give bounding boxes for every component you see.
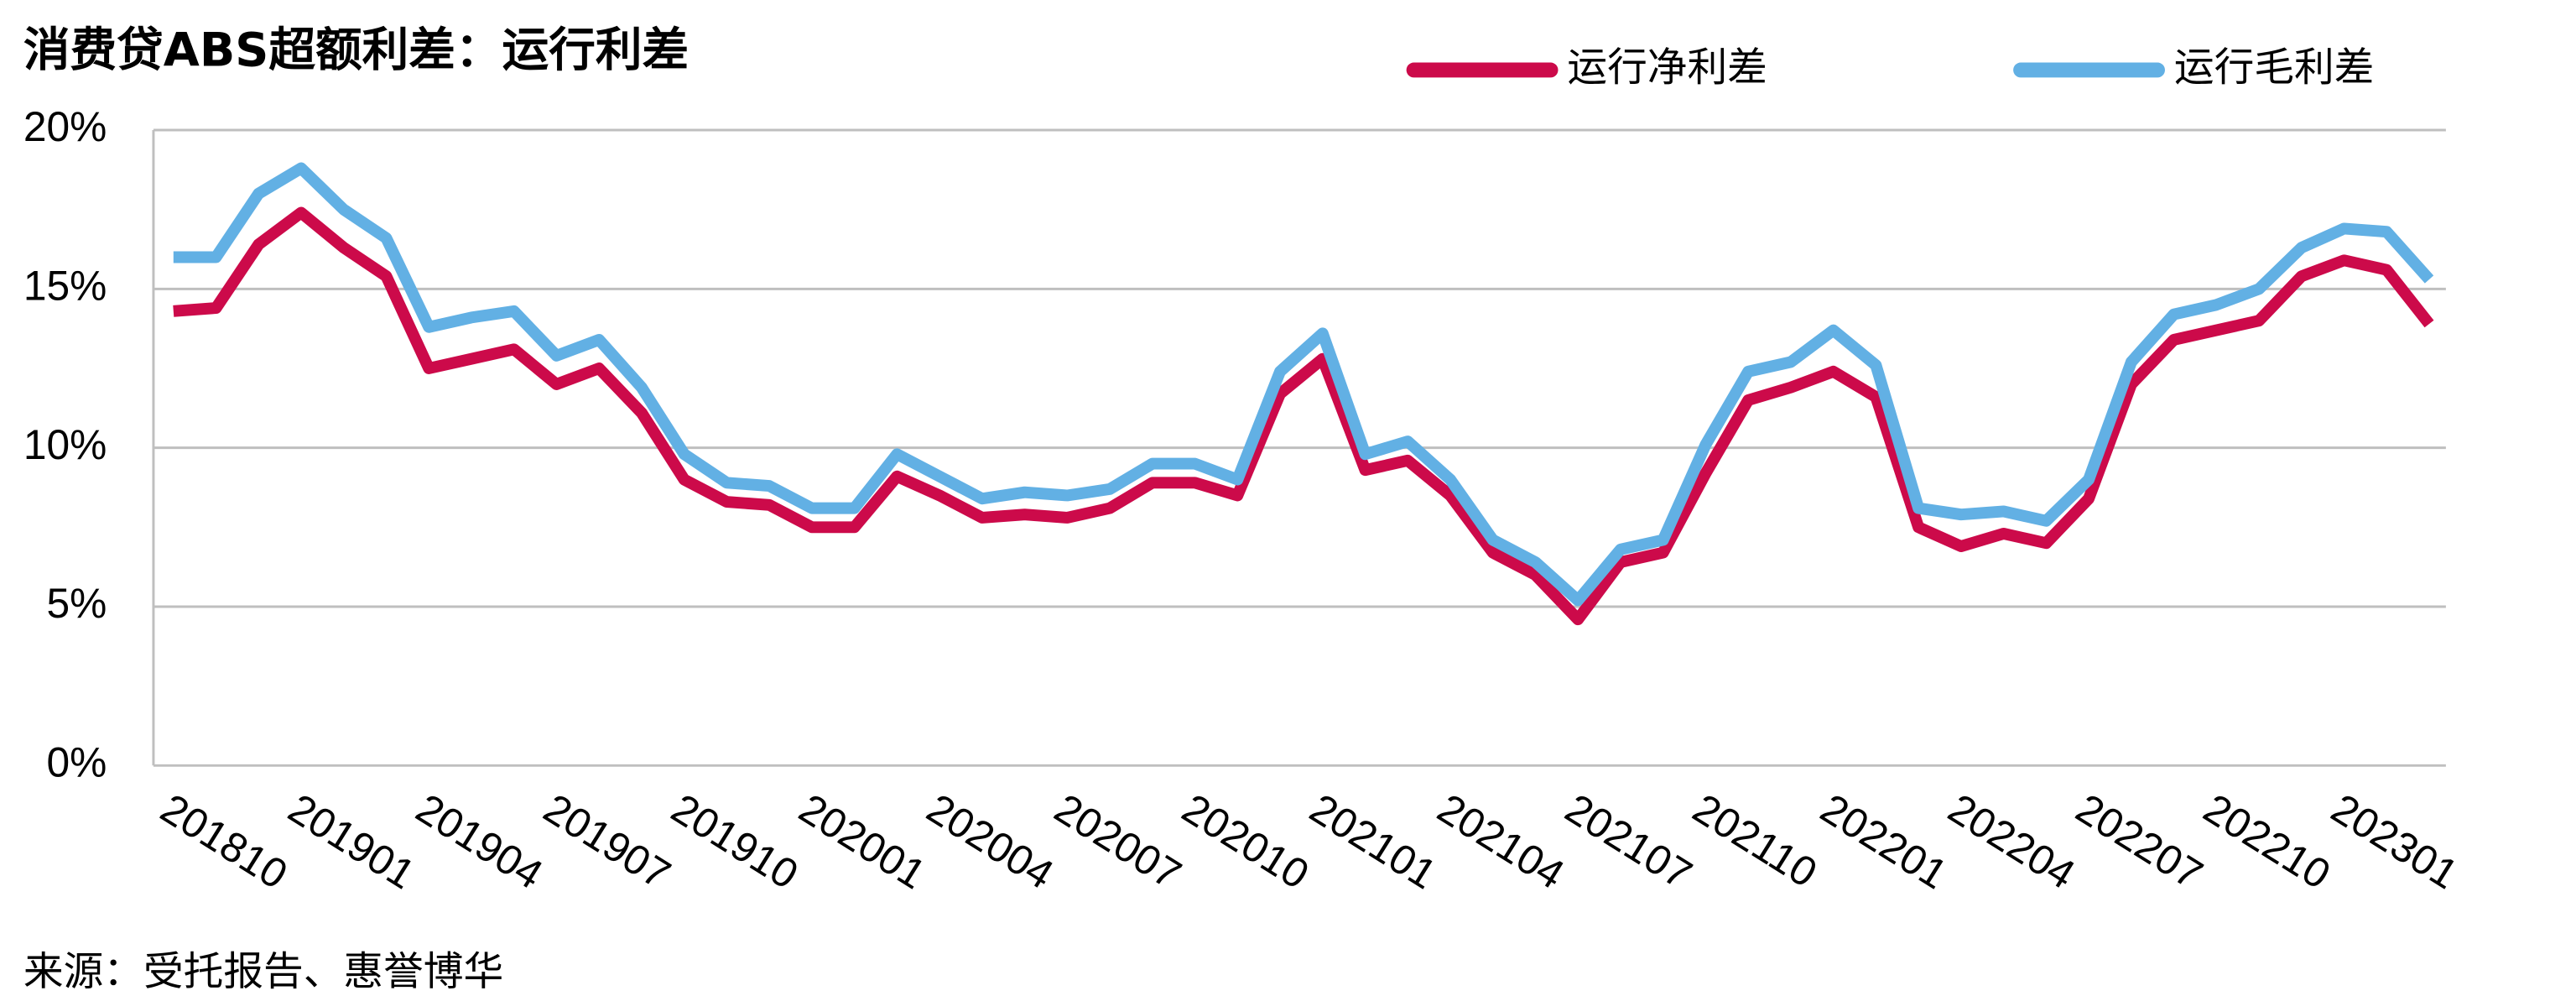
- chart-title: 消费贷ABS超额利差：运行利差: [23, 23, 689, 78]
- x-tick-label: 202004: [919, 785, 1061, 898]
- y-tick-label: 20%: [23, 103, 107, 150]
- x-tick-label: 201810: [153, 785, 295, 898]
- x-tick-label: 202007: [1047, 785, 1189, 898]
- x-tick-label: 202010: [1174, 785, 1317, 898]
- x-tick-label: 202204: [1940, 785, 2083, 898]
- x-tick-label: 202201: [1813, 785, 1955, 898]
- x-tick-label: 202110: [1685, 785, 1825, 896]
- y-tick-label: 15%: [23, 262, 107, 309]
- x-tick-label: 202107: [1558, 785, 1700, 898]
- y-tick-label: 0%: [46, 738, 107, 785]
- legend-label: 运行净利差: [1567, 44, 1767, 91]
- x-tick-label: 201910: [664, 785, 806, 898]
- series-line: [173, 206, 2434, 626]
- x-tick-label: 202104: [1429, 785, 1572, 898]
- series-line: [173, 162, 2434, 607]
- x-tick-label: 202207: [2068, 785, 2210, 898]
- x-tick-label: 201907: [536, 785, 679, 898]
- source-note: 来源：受托报告、惠誉博华: [23, 949, 503, 995]
- x-tick-label: 202101: [1302, 785, 1444, 898]
- legend-label: 运行毛利差: [2174, 44, 2374, 91]
- x-tick-label: 202301: [2324, 785, 2466, 898]
- y-tick-label: 10%: [23, 421, 107, 468]
- x-tick-label: 201901: [280, 785, 423, 898]
- x-tick-label: 201904: [409, 785, 551, 898]
- x-tick-label: 202001: [791, 785, 934, 898]
- y-tick-label: 5%: [46, 580, 107, 627]
- x-tick-label: 202210: [2196, 785, 2339, 898]
